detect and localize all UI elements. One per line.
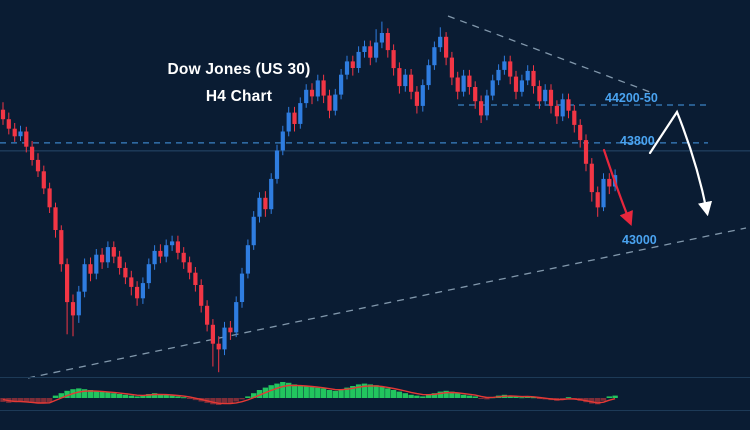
white-projection-arrow <box>648 109 713 217</box>
macd-histogram-layer <box>0 382 618 405</box>
chart-title-timeframe: H4 Chart <box>205 88 273 105</box>
trendline <box>27 227 747 379</box>
support-level-label: 43800 <box>620 134 655 148</box>
macd-signal-line <box>2 384 616 405</box>
red-projection-arrow <box>602 148 633 226</box>
price-levels-layer <box>0 15 750 379</box>
chart-title-symbol: Dow Jones (US 30) <box>167 61 311 78</box>
candles-layer <box>0 21 618 373</box>
target-level-label: 43000 <box>622 233 657 247</box>
trendline <box>447 15 651 93</box>
chart-title: Dow Jones (US 30) H4 Chart <box>148 56 330 110</box>
resistance-level-label: 44200-50 <box>605 91 658 105</box>
